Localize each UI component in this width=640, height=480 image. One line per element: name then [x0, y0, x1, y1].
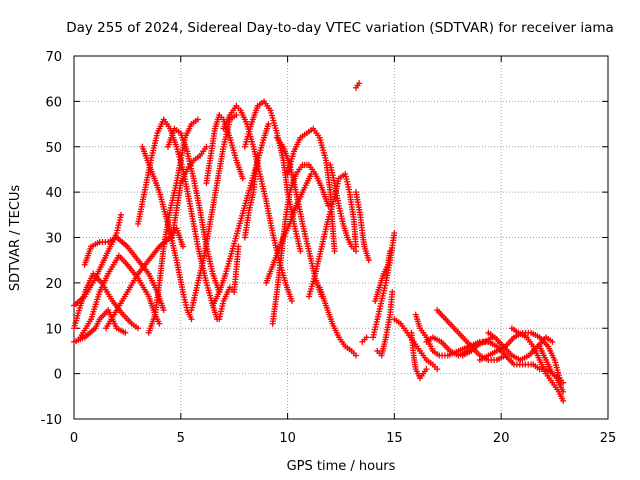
- series-s28: [359, 334, 370, 345]
- series-s31: [374, 288, 396, 359]
- data-point: [122, 329, 129, 336]
- y-tick-label: 10: [45, 322, 62, 337]
- series-s39: [485, 329, 556, 364]
- data-point: [235, 243, 242, 250]
- series-s10: [169, 143, 210, 241]
- data-point: [233, 111, 240, 118]
- data-marks: [71, 80, 567, 404]
- data-point: [188, 316, 195, 323]
- data-point: [365, 257, 372, 264]
- series-s13: [203, 111, 246, 187]
- series-s35: [423, 334, 496, 359]
- series-s3: [71, 270, 142, 332]
- series-s8: [139, 143, 195, 323]
- data-point: [254, 157, 261, 164]
- data-point: [560, 388, 567, 395]
- data-point: [387, 248, 394, 255]
- x-tick-label: 15: [386, 431, 403, 446]
- series-s2: [71, 307, 129, 345]
- y-tick-label: 40: [45, 186, 62, 201]
- y-tick-label: -10: [41, 413, 62, 428]
- data-point: [160, 307, 167, 314]
- series-s6: [77, 252, 163, 341]
- series-s22: [284, 125, 338, 255]
- series-s23: [305, 170, 359, 300]
- data-point: [423, 366, 430, 373]
- y-tick-label: 60: [45, 95, 62, 110]
- data-point: [288, 298, 295, 305]
- data-point: [434, 366, 441, 373]
- data-point: [560, 397, 567, 404]
- y-tick-label: 70: [45, 50, 62, 65]
- series-s4: [81, 234, 167, 314]
- data-point: [352, 248, 359, 255]
- x-axis-label: GPS time / hours: [287, 459, 396, 474]
- data-point: [363, 334, 370, 341]
- x-tick-label: 10: [279, 431, 296, 446]
- y-tick-label: 0: [54, 368, 62, 383]
- series-s36: [434, 307, 509, 364]
- x-tick-label: 5: [177, 431, 185, 446]
- data-point: [352, 352, 359, 359]
- data-point: [549, 338, 556, 345]
- data-point: [389, 288, 396, 295]
- series-s15: [216, 243, 242, 323]
- data-point: [117, 211, 124, 218]
- series-s16: [220, 102, 295, 305]
- series-s18: [241, 157, 261, 241]
- data-point: [297, 248, 304, 255]
- y-tick-label: 20: [45, 277, 62, 292]
- data-point: [265, 121, 272, 128]
- data-point: [239, 175, 246, 182]
- y-tick-label: 50: [45, 141, 62, 156]
- data-point: [156, 320, 163, 327]
- series-s7: [145, 116, 201, 336]
- grid-lines: [74, 56, 608, 419]
- series-s26: [352, 80, 363, 91]
- series-s42: [530, 361, 567, 386]
- x-tick-label: 25: [600, 431, 617, 446]
- data-point: [356, 80, 363, 87]
- x-tick-label: 0: [70, 431, 78, 446]
- data-point: [308, 170, 315, 177]
- series-s32: [391, 316, 441, 373]
- data-point: [135, 325, 142, 332]
- series-s24: [316, 284, 359, 359]
- data-point: [194, 116, 201, 123]
- chart-title: Day 255 of 2024, Sidereal Day-to-day VTE…: [66, 20, 614, 36]
- series-s29: [370, 229, 398, 341]
- data-point: [179, 243, 186, 250]
- y-tick-label: 30: [45, 232, 62, 247]
- series-s30: [372, 248, 394, 305]
- series-s21: [263, 170, 315, 286]
- data-point: [203, 143, 210, 150]
- axis-ticks: 0 5 10 15 20 25 -10 0 10 20 30 40 50 60 70: [41, 50, 617, 446]
- series-s27: [352, 189, 372, 264]
- series-s14: [209, 121, 272, 309]
- x-tick-label: 20: [493, 431, 510, 446]
- data-point: [391, 229, 398, 236]
- series-s25: [327, 161, 359, 255]
- data-point: [560, 379, 567, 386]
- y-axis-label: SDTVAR / TECUs: [8, 185, 23, 292]
- series-s33: [408, 329, 430, 382]
- series-s12: [188, 111, 240, 314]
- data-point: [331, 248, 338, 255]
